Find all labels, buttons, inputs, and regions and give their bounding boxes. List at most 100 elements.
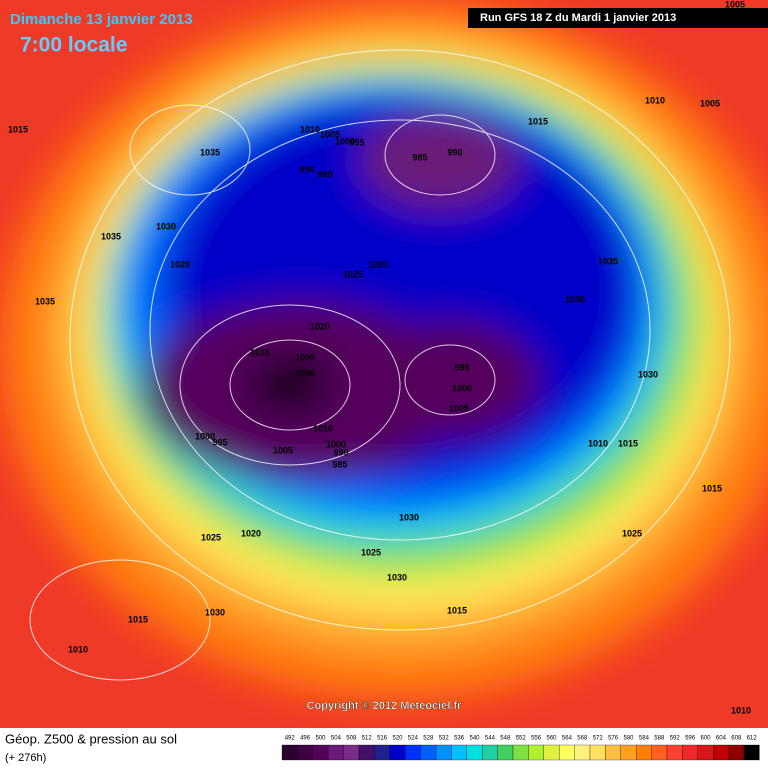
isobar-label: 1005 [725,0,745,9]
isobar-label: 1010 [68,644,88,654]
scale-swatch [281,744,298,761]
scale-swatch [620,744,637,761]
scale-label: 580 [623,736,634,742]
isobar-label: 1025 [361,547,381,557]
scale-label: 532 [439,736,450,742]
isobar-label: 1025 [201,532,221,542]
scale-label: 596 [685,736,696,742]
isobar-label: 1005 [449,403,469,413]
scale-swatch [651,744,668,761]
scale-swatch [451,744,467,761]
scale-swatch [697,744,714,761]
isobar-label: 1010 [300,124,320,134]
scale-label: 584 [639,736,650,742]
run: Run GFS 18 Z du Mardi 1 janvier 2013 [480,12,676,24]
scale-label: 520 [392,736,403,742]
isobar-label: 995 [212,437,227,447]
isobar-label: 1000 [452,383,472,393]
isobar-label: 1015 [618,438,638,448]
scale-swatch [420,744,437,761]
scale-swatch [666,744,683,761]
isobar-label: 1010 [313,423,333,433]
scale-swatch [312,744,329,761]
scale-swatch [328,744,344,761]
scale-swatch [389,744,406,761]
scale-swatch [405,744,421,761]
isobar-label: 1030 [399,512,419,522]
scale-label: 504 [331,736,342,742]
scale-label: 512 [362,736,373,742]
scale-swatch [543,744,560,761]
scale-swatch [574,744,591,761]
time: 7:00 locale [20,34,127,57]
scale-label: 608 [731,736,742,742]
scale-swatch [682,744,698,761]
isobar-label: 985 [412,152,427,162]
scale-swatch [358,744,375,761]
scale-label: 576 [608,736,619,742]
scale-label: 544 [485,736,496,742]
scale-label: 524 [408,736,419,742]
scale-label: 592 [670,736,681,742]
isobar-label: 1000 [295,368,315,378]
run-box [468,8,768,28]
isobar-label: 1025 [622,528,642,538]
isobar-label: 1035 [35,296,55,306]
scale-swatch [512,744,529,761]
scale-swatch [605,744,621,761]
footer-title: Géop. Z500 & pression au sol [5,731,177,746]
scale-label: 540 [469,736,480,742]
isobar-label: 1005 [273,445,293,455]
scale-label: 572 [593,736,604,742]
isobar-label: 1015 [8,124,28,134]
isobar-label: 1005 [295,352,315,362]
isobar-label: 1005 [700,98,720,108]
isobar-label: 990 [447,147,462,157]
isobar-label: 995 [454,362,469,372]
isobar-label: 990 [333,447,348,457]
isobar-label: 1020 [368,259,388,269]
scale-swatch [713,744,729,761]
isobar-label: 1015 [528,116,548,126]
scale-label: 588 [654,736,665,742]
isobar-label: 1005 [320,129,340,139]
scale-label: 568 [577,736,588,742]
scale-swatch [482,744,498,761]
date: Dimanche 13 janvier 2013 [10,11,193,28]
isobar-label: 1015 [702,483,722,493]
isobar-label: 1015 [447,605,467,615]
scale-label: 560 [546,736,557,742]
scale-swatch [743,744,760,761]
scale-swatch [343,744,360,761]
scale-label: 552 [516,736,527,742]
scale-label: 600 [700,736,711,742]
scale-swatch [559,744,575,761]
scale-label: 500 [315,736,326,742]
isobar-label: 1010 [588,438,608,448]
scale-label: 556 [531,736,542,742]
scale-label: 612 [747,736,758,742]
scale-label: 496 [300,736,311,742]
isobar-label: 1035 [101,231,121,241]
scale-swatch [374,744,390,761]
isobar-label: 1020 [310,321,330,331]
scale-label: 492 [285,736,296,742]
isobar-label: 1030 [638,369,658,379]
isobar-label: 1015 [250,347,270,357]
copyright: Copyright © 2012 Meteociel.fr [307,700,463,712]
scale-label: 548 [500,736,511,742]
scale-label: 564 [562,736,573,742]
isobar-label: 1000 [195,431,215,441]
scale-swatch [297,744,313,761]
isobar-label: 1010 [731,705,751,715]
isobar-label: 1035 [598,256,618,266]
isobar-label: 1015 [128,614,148,624]
isobar-label: 1030 [156,221,176,231]
isobar-label: 990 [317,169,332,179]
isobar-label: 1000 [326,439,346,449]
lead-time: (+ 276h) [5,752,46,764]
scale-label: 516 [377,736,388,742]
scale-label: 528 [423,736,434,742]
